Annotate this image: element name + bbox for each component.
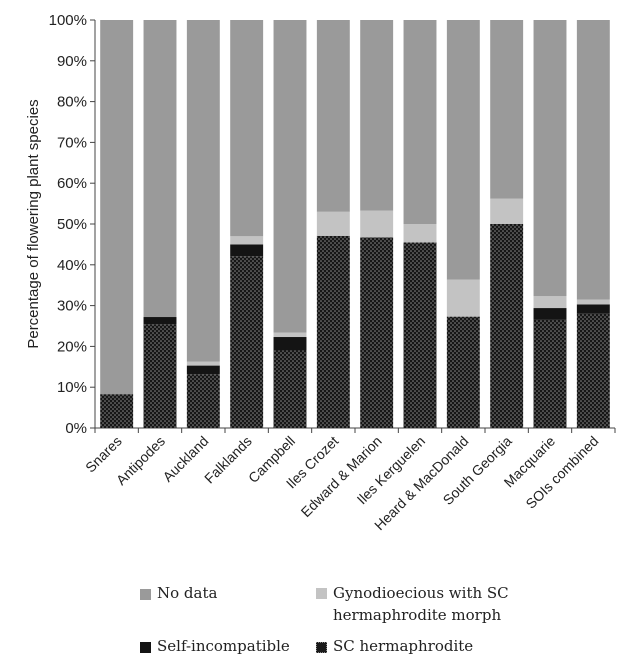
bar-segment-no-data — [273, 20, 307, 333]
bar-segment-gynodioecious-with-sc-hermaphrodite-morph — [576, 299, 610, 305]
legend-swatch-sc-hermaphrodite — [316, 641, 327, 653]
bar-segment-no-data — [533, 20, 567, 297]
bar-segment-gynodioecious-with-sc-hermaphrodite-morph — [533, 296, 567, 309]
y-tick-label: 50% — [57, 216, 87, 233]
bar-segment-no-data — [186, 20, 220, 362]
bar-segment-no-data — [490, 20, 524, 199]
legend-item-self-incompatible: Self-incompatible — [140, 635, 290, 657]
legend-item-no-data: No data — [140, 582, 217, 604]
x-tick-label: Edward & Marion — [298, 433, 385, 520]
bar-segment-gynodioecious-with-sc-hermaphrodite-morph — [446, 279, 480, 317]
legend-label-no-data: No data — [157, 584, 218, 602]
legend-label-gynodioecious-line2: hermaphrodite morph — [333, 606, 502, 624]
y-axis-label: Percentage of flowering plant species — [25, 99, 42, 348]
bar-segment-no-data — [446, 20, 480, 280]
bar-segment-self-incompatible — [273, 337, 307, 351]
bar-segment-gynodioecious-with-sc-hermaphrodite-morph — [316, 211, 350, 236]
x-tick-label: Snares — [82, 433, 125, 476]
bar-segment-no-data — [576, 20, 610, 300]
bar-segment-no-data — [100, 20, 134, 395]
legend-swatch-no-data — [140, 588, 151, 600]
bar-segment-no-data — [143, 20, 177, 318]
legend-swatch-self-incompatible — [140, 641, 151, 653]
legend-item-gynodioecious: Gynodioecious with SC hermaphrodite morph — [316, 582, 509, 626]
y-tick-label: 30% — [57, 298, 87, 315]
y-tick-label: 10% — [57, 379, 87, 396]
bar-segment-self-incompatible — [230, 244, 264, 257]
legend-label-sc-hermaphrodite: SC hermaphrodite — [333, 637, 474, 655]
bar-segment-sc-hermaphrodite — [446, 316, 480, 428]
bar-segment-gynodioecious-with-sc-hermaphrodite-morph — [490, 198, 524, 224]
legend-label-self-incompatible: Self-incompatible — [157, 637, 290, 655]
legend-item-sc-hermaphrodite: SC hermaphrodite — [316, 635, 473, 657]
bar-segment-sc-hermaphrodite — [576, 313, 610, 428]
bar-segment-sc-hermaphrodite — [403, 242, 437, 428]
bar-segment-gynodioecious-with-sc-hermaphrodite-morph — [403, 224, 437, 243]
bar-segment-gynodioecious-with-sc-hermaphrodite-morph — [230, 236, 264, 245]
bar-segment-gynodioecious-with-sc-hermaphrodite-morph — [360, 210, 394, 238]
bar-segment-self-incompatible — [533, 308, 567, 320]
y-tick-label: 20% — [57, 338, 87, 355]
bar-segment-self-incompatible — [186, 365, 220, 375]
bar-segment-sc-hermaphrodite — [490, 224, 524, 428]
bar-segment-sc-hermaphrodite — [360, 237, 394, 428]
bar-segment-sc-hermaphrodite — [316, 235, 350, 428]
x-tick-label: Falklands — [201, 433, 255, 487]
bar-segment-no-data — [230, 20, 264, 237]
y-tick-label: 60% — [57, 175, 87, 192]
bar-segment-no-data — [403, 20, 437, 224]
y-tick-label: 40% — [57, 257, 87, 274]
bar-segment-sc-hermaphrodite — [143, 324, 177, 428]
bar-segment-sc-hermaphrodite — [273, 350, 307, 428]
bar-segment-no-data — [360, 20, 394, 211]
bar-segment-sc-hermaphrodite — [186, 374, 220, 428]
bar-segment-sc-hermaphrodite — [230, 256, 264, 428]
stacked-bar-chart: 0% 10% 20% 30% 40% 50% 60% 70% 80% 90% 100% Snares… — [25, 12, 616, 533]
y-tick-label: 0% — [65, 420, 87, 437]
y-tick-label: 70% — [57, 134, 87, 151]
bar-segment-gynodioecious-with-sc-hermaphrodite-morph — [186, 361, 220, 366]
bar-segment-self-incompatible — [143, 317, 177, 325]
bar-segment-no-data — [316, 20, 350, 212]
y-tick-label: 90% — [57, 53, 87, 70]
bar-segment-sc-hermaphrodite — [533, 319, 567, 428]
y-tick-label: 80% — [57, 94, 87, 111]
bar-segment-self-incompatible — [576, 304, 610, 314]
legend-label-gynodioecious-line1: Gynodioecious with SC — [333, 584, 509, 602]
bar-segment-sc-hermaphrodite — [100, 394, 134, 428]
y-tick-label: 100% — [49, 12, 87, 29]
bar-segment-gynodioecious-with-sc-hermaphrodite-morph — [273, 332, 307, 338]
legend-swatch-gynodioecious — [316, 588, 327, 599]
